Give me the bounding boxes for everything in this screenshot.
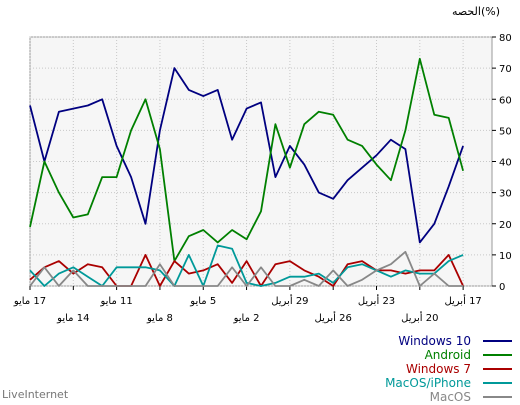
x-tick-label: 2 مايو [233, 313, 260, 324]
legend-label-windows-7: Windows 7 [406, 362, 471, 376]
legend-label-macos-iphone: MacOS/iPhone [385, 376, 471, 390]
x-tick-label: 20 أبريل [401, 311, 438, 324]
y-tick-label: 60 [499, 95, 512, 106]
brand-label: LiveInternet [2, 388, 69, 401]
series-group [29, 57, 464, 287]
y-tick-label: 80 [499, 33, 512, 44]
series-line-macos [29, 250, 464, 287]
x-tick-label: 14 مايو [56, 313, 89, 324]
y-tick-label: 0 [499, 282, 505, 293]
legend-label-android: Android [425, 348, 471, 362]
y-tick-label: 20 [499, 220, 512, 231]
y-axis: 0 10 20 30 40 50 60 70 80 [492, 33, 512, 293]
x-tick-label: 23 أبريل [358, 294, 395, 307]
x-tick-label: 17 مايو [13, 296, 46, 307]
x-tick-label: 8 مايو [146, 313, 173, 324]
legend-label-windows-10: Windows 10 [398, 334, 471, 348]
y-tick-label: 50 [499, 126, 512, 137]
y-tick-label: 10 [499, 251, 512, 262]
x-tick-label: 17 أبريل [444, 294, 481, 307]
legend-label-macos: MacOS [430, 390, 471, 404]
x-tick-label: 29 أبريل [271, 294, 308, 307]
series-line-windows-10 [29, 67, 464, 244]
y-tick-label: 70 [499, 64, 512, 75]
series-line-android [29, 57, 464, 263]
y-tick-label: 40 [499, 158, 512, 169]
x-tick-label: 11 مايو [99, 296, 132, 307]
x-axis: 17 مايو 14 مايو 11 مايو 8 مايو 5 مايو 2 مايو 2… [13, 286, 482, 324]
x-tick-label: 26 أبريل [315, 311, 352, 324]
y-tick-label: 30 [499, 189, 512, 200]
y-unit-label: (%)الحصه [452, 5, 500, 18]
series-line-windows-7 [29, 253, 464, 287]
x-tick-label: 5 مايو [189, 296, 216, 307]
